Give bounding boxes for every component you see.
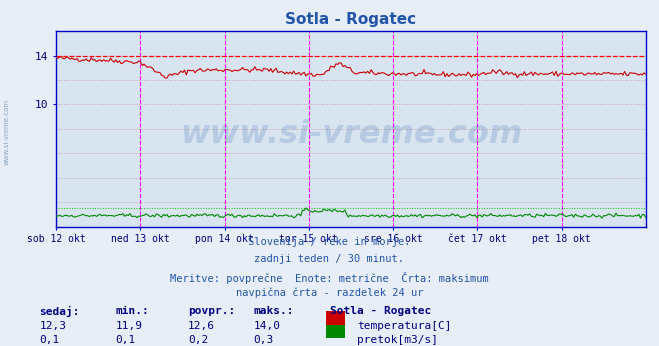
Text: 0,3: 0,3: [254, 335, 274, 345]
Text: Sotla - Rogatec: Sotla - Rogatec: [330, 306, 431, 316]
Text: www.si-vreme.com: www.si-vreme.com: [180, 119, 522, 150]
Text: 0,1: 0,1: [40, 335, 60, 345]
Text: 12,6: 12,6: [188, 321, 215, 331]
Text: 0,2: 0,2: [188, 335, 208, 345]
Text: temperatura[C]: temperatura[C]: [357, 321, 451, 331]
Text: 0,1: 0,1: [115, 335, 136, 345]
Text: zadnji teden / 30 minut.: zadnji teden / 30 minut.: [254, 254, 405, 264]
Text: povpr.:: povpr.:: [188, 306, 235, 316]
Text: pretok[m3/s]: pretok[m3/s]: [357, 335, 438, 345]
Title: Sotla - Rogatec: Sotla - Rogatec: [285, 12, 416, 27]
Text: www.si-vreme.com: www.si-vreme.com: [4, 98, 10, 165]
Text: Meritve: povprečne  Enote: metrične  Črta: maksimum: Meritve: povprečne Enote: metrične Črta:…: [170, 272, 489, 284]
Text: 11,9: 11,9: [115, 321, 142, 331]
Text: 14,0: 14,0: [254, 321, 281, 331]
Text: navpična črta - razdelek 24 ur: navpična črta - razdelek 24 ur: [236, 288, 423, 298]
Text: maks.:: maks.:: [254, 306, 294, 316]
Text: 12,3: 12,3: [40, 321, 67, 331]
Text: min.:: min.:: [115, 306, 149, 316]
Text: Slovenija / reke in morje.: Slovenija / reke in morje.: [248, 237, 411, 247]
Text: sedaj:: sedaj:: [40, 306, 80, 317]
